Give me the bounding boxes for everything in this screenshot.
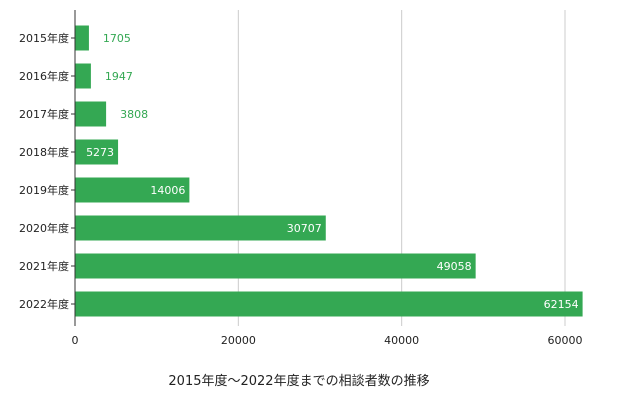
data-label: 1947 (105, 70, 133, 83)
bar-2019年度 (75, 177, 190, 203)
x-tick-label: 60000 (548, 334, 583, 347)
category-label: 2018年度 (19, 145, 69, 159)
chart-title: 2015年度～2022年度までの相談者数の推移 (168, 373, 429, 389)
data-label: 3808 (120, 108, 148, 121)
data-label: 1705 (103, 32, 131, 45)
category-label: 2021年度 (19, 259, 69, 273)
bars: 1705 1947 3808 5273 14006 30707 49058 62154 (75, 25, 583, 317)
x-tick-label: 20000 (221, 334, 256, 347)
data-label: 49058 (437, 260, 472, 273)
x-tick-label: 40000 (384, 334, 419, 347)
data-label: 5273 (86, 146, 114, 159)
bar-2022年度 (75, 291, 583, 317)
category-label: 2015年度 (19, 31, 69, 45)
axes: 0 20000 40000 60000 2015年度 2016年度 2017年度 2018年度… (19, 10, 583, 347)
data-label: 14006 (150, 184, 185, 197)
category-label: 2022年度 (19, 297, 69, 311)
data-label: 62154 (544, 298, 579, 311)
bar-2020年度 (75, 215, 326, 241)
x-tick-label: 0 (72, 334, 79, 347)
bar-2017年度 (75, 101, 107, 127)
data-label: 30707 (287, 222, 322, 235)
bar-2016年度 (75, 63, 91, 89)
bar-2021年度 (75, 253, 476, 279)
bar-2018年度 (75, 139, 119, 165)
category-label: 2016年度 (19, 69, 69, 83)
category-label: 2019年度 (19, 183, 69, 197)
bar-2015年度 (75, 25, 89, 51)
gridlines (237, 10, 566, 326)
category-label: 2017年度 (19, 107, 69, 121)
category-label: 2020年度 (19, 221, 69, 235)
